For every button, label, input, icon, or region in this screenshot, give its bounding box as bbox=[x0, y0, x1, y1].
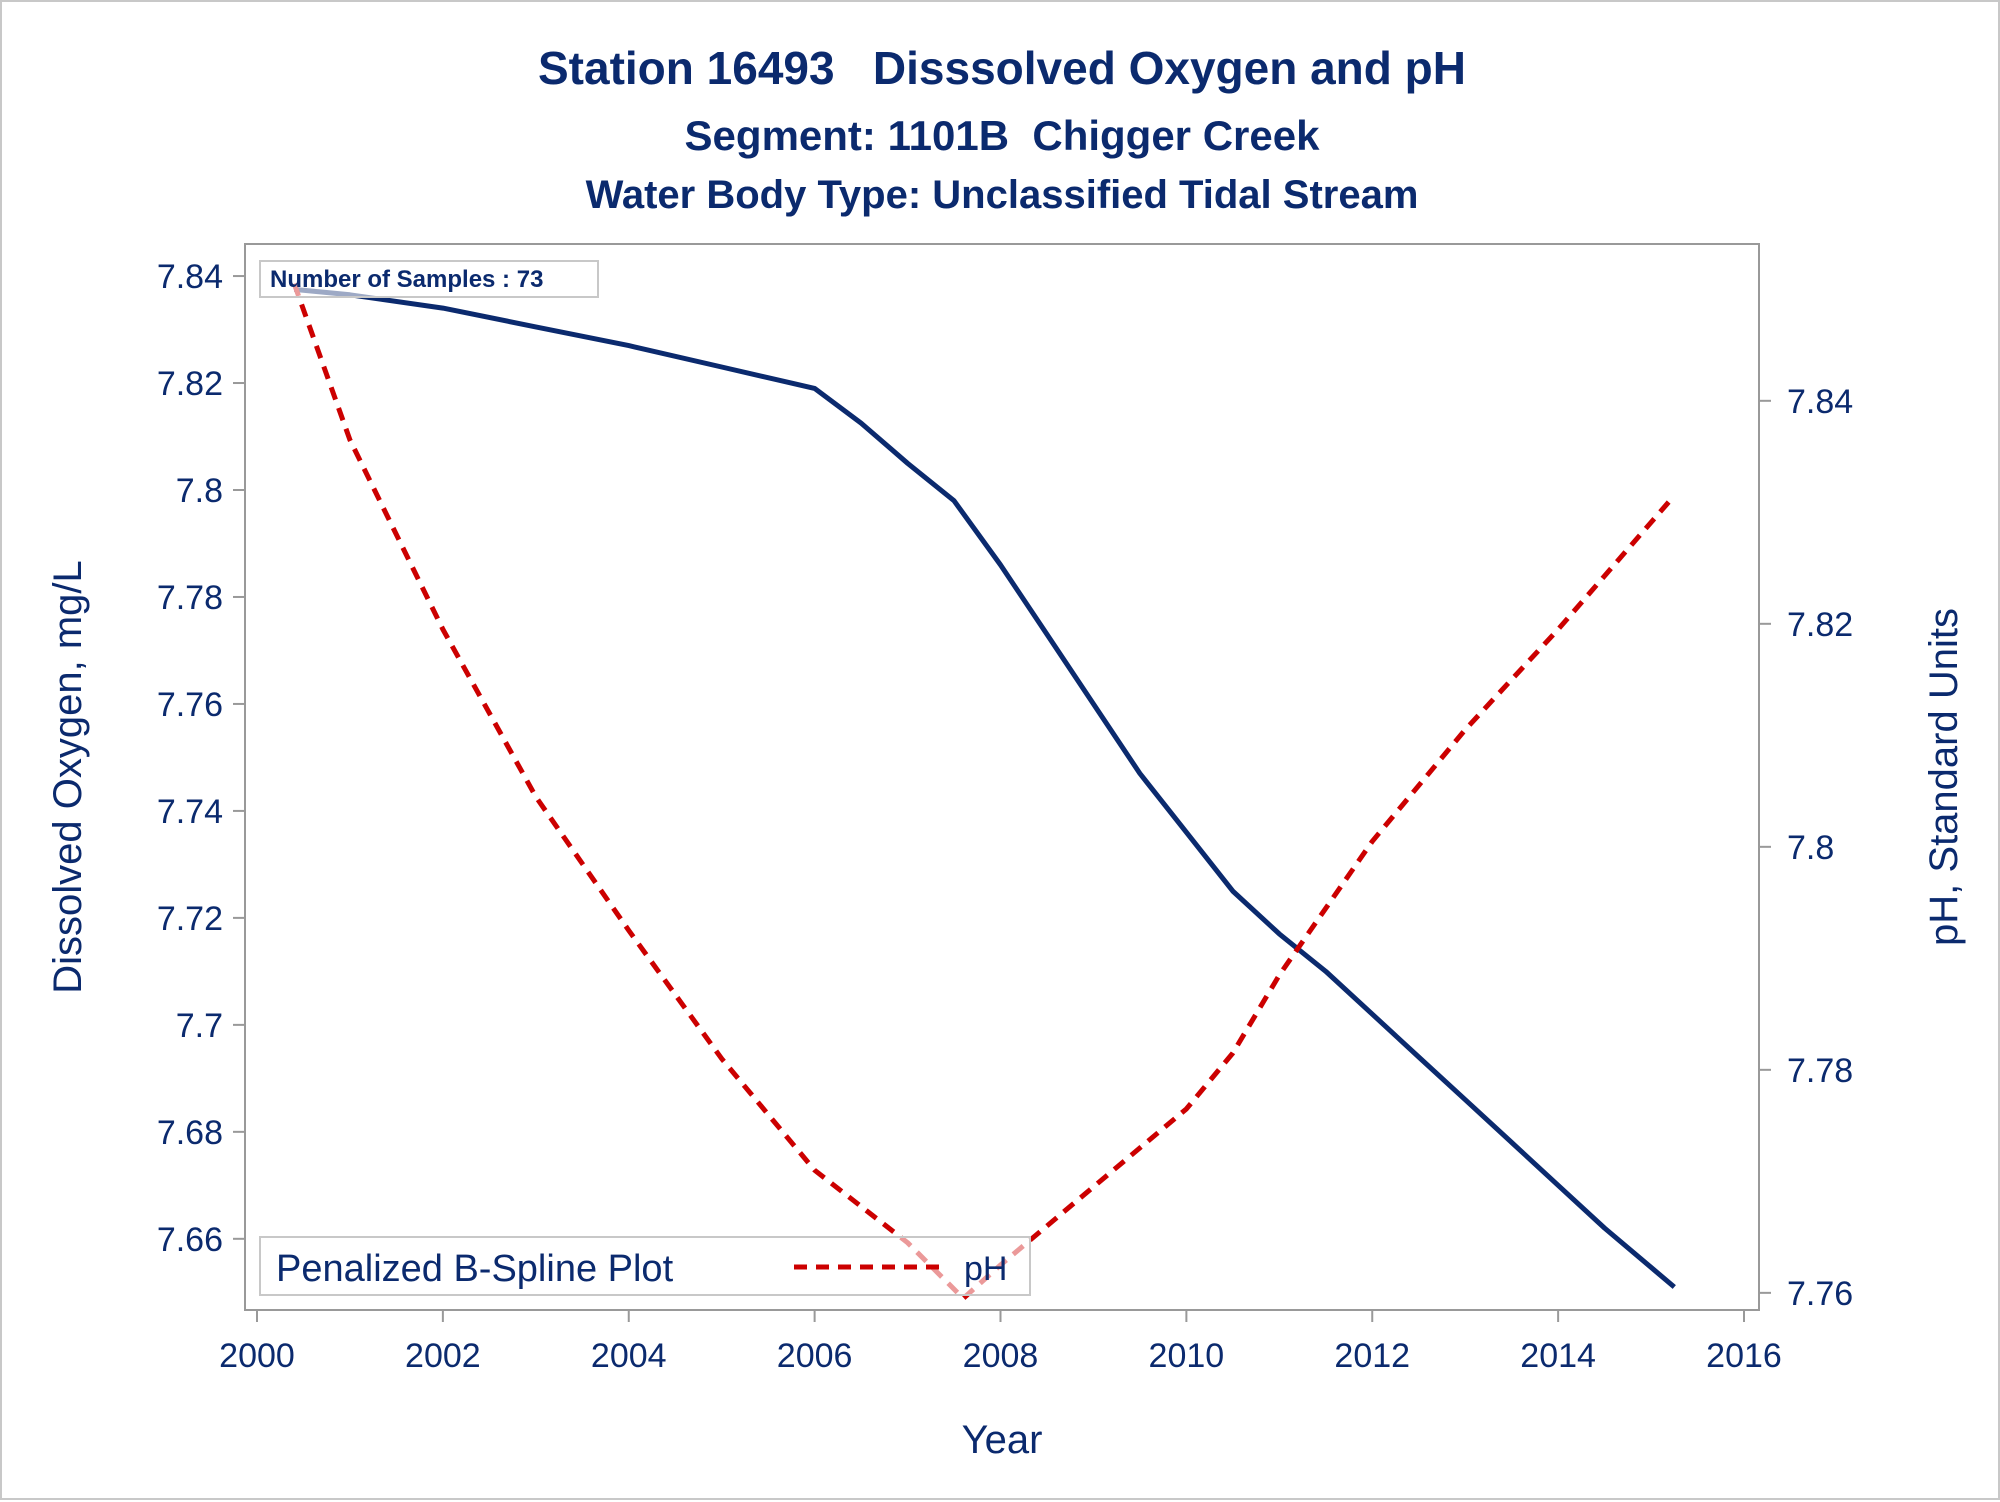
y-left-tick-label: 7.74 bbox=[157, 793, 223, 831]
y-axis-right: 7.76 7.78 7.8 7.82 7.84 bbox=[1759, 383, 1853, 1313]
titles: Station 16493 Disssolved Oxygen and pH S… bbox=[538, 42, 1466, 217]
annotation-text: Number of Samples : 73 bbox=[270, 266, 543, 293]
x-tick-label: 2006 bbox=[777, 1337, 853, 1375]
x-tick-label: 2008 bbox=[963, 1337, 1039, 1375]
y-left-tick-label: 7.8 bbox=[176, 472, 223, 510]
x-axis: 2000 2002 2004 2006 2008 2010 2012 2014 2016 bbox=[219, 1310, 1782, 1375]
legend-entry-ph: pH bbox=[964, 1250, 1007, 1288]
plot-area bbox=[244, 243, 1760, 1311]
legend-title: Penalized B-Spline Plot bbox=[276, 1248, 674, 1290]
legend-box bbox=[259, 1236, 1031, 1296]
y-left-tick-label: 7.82 bbox=[157, 365, 223, 403]
y-right-tick-label: 7.8 bbox=[1787, 829, 1834, 867]
x-tick-label: 2014 bbox=[1520, 1337, 1596, 1375]
y-left-tick-label: 7.76 bbox=[157, 686, 223, 724]
x-tick-label: 2004 bbox=[591, 1337, 667, 1375]
x-axis-label: Year bbox=[962, 1418, 1043, 1462]
y-right-tick-label: 7.78 bbox=[1787, 1052, 1853, 1090]
y-left-tick-label: 7.72 bbox=[157, 900, 223, 938]
y-left-tick-label: 7.68 bbox=[157, 1114, 223, 1152]
y-left-tick-label: 7.78 bbox=[157, 579, 223, 617]
y-axis-left-label: Dissolved Oxygen, mg/L bbox=[46, 560, 90, 994]
series-line-dissolved-oxygen bbox=[293, 286, 1676, 1289]
y-left-tick-label: 7.66 bbox=[157, 1221, 223, 1259]
chart-subtitle-water-body: Water Body Type: Unclassified Tidal Stre… bbox=[586, 173, 1419, 217]
x-tick-label: 2016 bbox=[1706, 1337, 1782, 1375]
chart-subtitle-segment: Segment: 1101B Chigger Creek bbox=[685, 112, 1321, 159]
y-left-tick-label: 7.84 bbox=[157, 258, 223, 296]
x-tick-label: 2002 bbox=[405, 1337, 481, 1375]
y-right-tick-label: 7.76 bbox=[1787, 1275, 1853, 1313]
chart-title: Station 16493 Disssolved Oxygen and pH bbox=[538, 42, 1466, 94]
y-left-tick-label: 7.7 bbox=[176, 1007, 223, 1045]
x-tick-label: 2000 bbox=[219, 1337, 295, 1375]
x-tick-label: 2010 bbox=[1149, 1337, 1225, 1375]
y-right-tick-label: 7.84 bbox=[1787, 383, 1853, 421]
x-tick-label: 2012 bbox=[1334, 1337, 1410, 1375]
y-right-tick-label: 7.82 bbox=[1787, 606, 1853, 644]
y-axis-left: 7.66 7.68 7.7 7.72 7.74 7.76 7.78 7.8 7.82 7.84 bbox=[157, 258, 245, 1259]
annotation-box bbox=[259, 260, 599, 298]
legend: Penalized B-Spline Plot pH bbox=[259, 1236, 1031, 1296]
y-axis-right-label: pH, Standard Units bbox=[1922, 608, 1966, 946]
sample-count-annotation: Number of Samples : 73 bbox=[259, 260, 599, 298]
